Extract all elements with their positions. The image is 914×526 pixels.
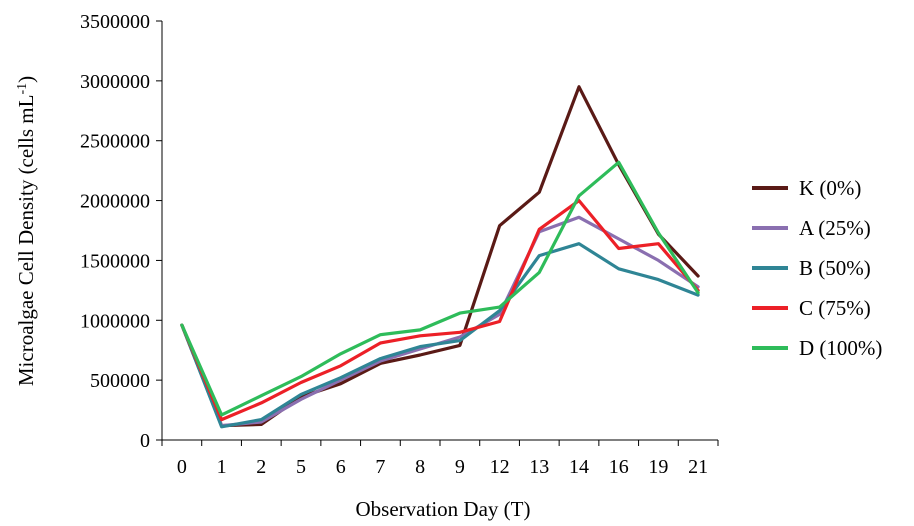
- plot-area: [180, 85, 700, 429]
- x-tick-label: 2: [256, 456, 266, 478]
- y-tick-label: 3000000: [80, 71, 150, 93]
- y-tick-label: 0: [140, 430, 150, 452]
- legend-label: D (100%): [799, 336, 882, 360]
- legend-label: C (75%): [799, 296, 871, 320]
- x-tick-label: 12: [490, 456, 510, 478]
- y-axis: 0 500000 1000000 1500000 2000000 2500000 30000…: [80, 11, 163, 452]
- x-tick-label: 1: [217, 456, 227, 478]
- legend-label: B (50%): [799, 256, 871, 280]
- x-tick-label: 0: [177, 456, 187, 478]
- y-tick-label: 1000000: [80, 310, 150, 332]
- legend-label: A (25%): [799, 216, 871, 240]
- series-line-2: [180, 242, 700, 429]
- y-tick-label: 500000: [90, 370, 150, 392]
- y-tick-label: 3500000: [80, 11, 150, 33]
- y-axis-title: Microalgae Cell Density (cells mL-1): [14, 76, 38, 386]
- y-tick-label: 1500000: [80, 250, 150, 272]
- legend-label: K (0%): [799, 176, 861, 200]
- series-line-0: [180, 85, 700, 428]
- x-axis-title: Observation Day (T): [356, 497, 531, 521]
- x-tick-label: 5: [296, 456, 306, 478]
- x-tick-label: 13: [529, 456, 549, 478]
- x-tick-label: 8: [415, 456, 425, 478]
- x-tick-label: 7: [375, 456, 385, 478]
- x-tick-label: 6: [336, 456, 346, 478]
- series-line-3: [180, 199, 700, 422]
- y-tick-label: 2500000: [80, 131, 150, 153]
- x-tick-label: 21: [688, 456, 708, 478]
- x-tick-label: 14: [569, 456, 589, 478]
- x-axis: 0 1 2 5 6 7 8 9 12 13 14 16 19 21: [161, 439, 719, 478]
- x-tick-label: 19: [648, 456, 668, 478]
- series-line-4: [180, 160, 700, 417]
- y-tick-label: 2000000: [80, 191, 150, 213]
- x-tick-label: 16: [609, 456, 629, 478]
- x-tick-label: 9: [455, 456, 465, 478]
- legend: K (0%) A (25%) B (50%) C (75%) D (100%): [752, 176, 882, 360]
